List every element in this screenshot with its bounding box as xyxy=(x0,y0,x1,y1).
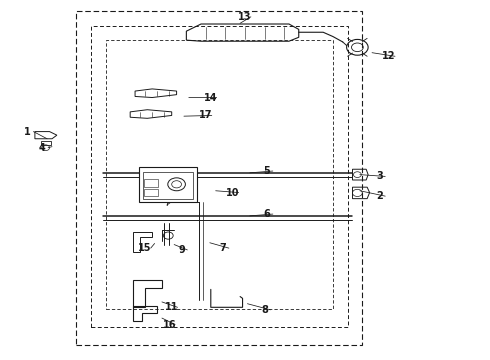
Text: 9: 9 xyxy=(178,245,185,255)
Text: 7: 7 xyxy=(220,243,226,253)
Text: 8: 8 xyxy=(261,305,268,315)
Text: 16: 16 xyxy=(163,320,176,329)
FancyBboxPatch shape xyxy=(143,172,193,199)
Text: 11: 11 xyxy=(165,302,178,312)
Text: 4: 4 xyxy=(39,143,46,153)
Text: 17: 17 xyxy=(199,111,213,121)
FancyBboxPatch shape xyxy=(145,189,158,197)
Text: 13: 13 xyxy=(238,12,252,22)
Text: 15: 15 xyxy=(138,243,151,253)
FancyBboxPatch shape xyxy=(145,179,158,187)
FancyBboxPatch shape xyxy=(139,167,197,202)
Text: 2: 2 xyxy=(376,191,383,201)
Text: 12: 12 xyxy=(382,51,396,61)
Text: 5: 5 xyxy=(264,166,270,176)
Text: 10: 10 xyxy=(226,188,240,198)
Text: 1: 1 xyxy=(24,127,31,136)
Text: 3: 3 xyxy=(376,171,383,181)
Text: 6: 6 xyxy=(264,209,270,219)
Text: 14: 14 xyxy=(204,93,218,103)
